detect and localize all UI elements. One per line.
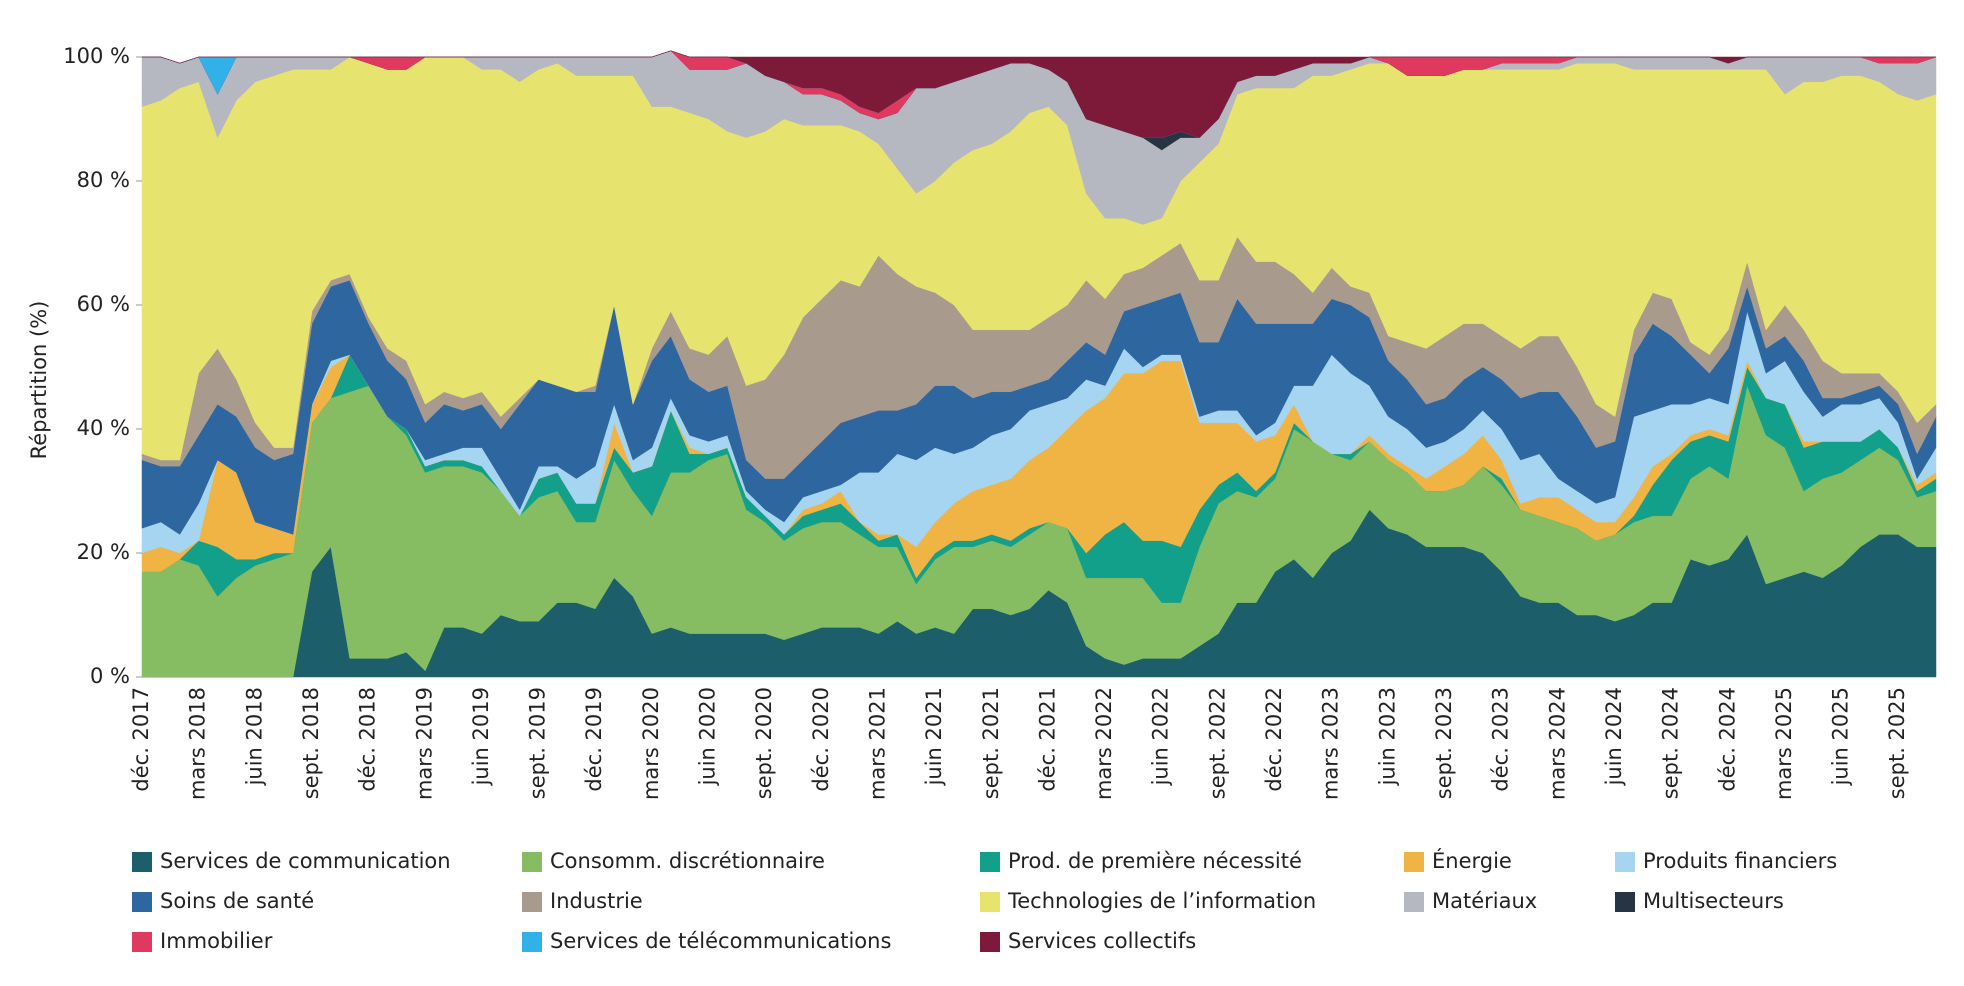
legend-swatch [132,932,152,952]
y-tick-label: 0 % [90,664,130,688]
legend-swatch [980,932,1000,952]
x-tick-label: juin 2018 [242,687,266,786]
y-tick-label: 20 % [77,540,130,564]
y-tick-label: 80 % [77,168,130,192]
x-tick-label: déc. 2017 [129,687,153,792]
legend-label: Industrie [550,889,643,913]
x-tick-label: mars 2025 [1772,687,1796,800]
legend-swatch [132,852,152,872]
x-tick-label: sept. 2025 [1885,687,1909,799]
legend-swatch [132,892,152,912]
x-tick-label: juin 2021 [922,687,946,786]
legend-label: Matériaux [1432,889,1537,913]
legend-label: Consomm. discrétionnaire [550,849,825,873]
x-tick-label: sept. 2023 [1432,687,1456,799]
legend-label: Technologies de l’information [1007,889,1316,913]
legend-label: Prod. de première nécessité [1008,849,1302,873]
x-tick-label: déc. 2020 [809,687,833,792]
x-tick-label: déc. 2022 [1262,687,1286,792]
x-tick-label: mars 2024 [1545,687,1569,800]
legend-label: Multisecteurs [1643,889,1784,913]
x-tick-label: mars 2022 [1092,687,1116,800]
legend-label: Immobilier [160,929,273,953]
x-tick-label: déc. 2021 [1035,687,1059,792]
x-tick-label: déc. 2023 [1489,687,1513,792]
x-tick-label: sept. 2024 [1659,687,1683,799]
legend-label: Produits financiers [1643,849,1837,873]
x-tick-label: juin 2023 [1375,687,1399,786]
legend-swatch [1404,852,1424,872]
legend-swatch [980,892,1000,912]
x-tick-label: sept. 2021 [979,687,1003,799]
legend: Services de communication Consomm. discré… [132,848,1837,953]
x-tick-label: sept. 2018 [299,687,323,799]
legend-swatch [1404,892,1424,912]
x-tick-label: mars 2019 [412,687,436,800]
x-tick-label: mars 2023 [1319,687,1343,800]
areas [141,50,1937,678]
legend-label: Énergie [1432,848,1512,873]
x-tick-label: sept. 2022 [1205,687,1229,799]
x-tick-label: mars 2020 [639,687,663,800]
y-tick-label: 40 % [77,416,130,440]
x-tick-label: juin 2025 [1829,687,1853,786]
x-tick-label: sept. 2019 [526,687,550,799]
x-tick-label: déc. 2019 [582,687,606,792]
legend-label: Services collectifs [1008,929,1196,953]
y-tick-label: 100 % [63,44,130,68]
legend-swatch [522,892,542,912]
x-tick-label: mars 2018 [186,687,210,800]
x-tick-label: juin 2020 [696,687,720,786]
legend-swatch [1615,852,1635,872]
x-tick-label: déc. 2018 [356,687,380,792]
y-tick-label: 60 % [77,292,130,316]
legend-label: Soins de santé [160,889,314,913]
legend-swatch [522,932,542,952]
x-tick-label: juin 2024 [1602,687,1626,786]
x-tick-label: sept. 2020 [752,687,776,799]
legend-label: Services de télécommunications [550,929,891,953]
x-tick-label: déc. 2024 [1715,687,1739,792]
x-tick-label: juin 2019 [469,687,493,786]
legend-swatch [522,852,542,872]
legend-swatch [980,852,1000,872]
x-tick-label: mars 2021 [865,687,889,800]
x-tick-label: juin 2022 [1149,687,1173,786]
y-axis-title: Répartition (%) [27,301,51,460]
area [141,50,1937,138]
legend-swatch [1615,892,1635,912]
legend-label: Services de communication [160,849,451,873]
